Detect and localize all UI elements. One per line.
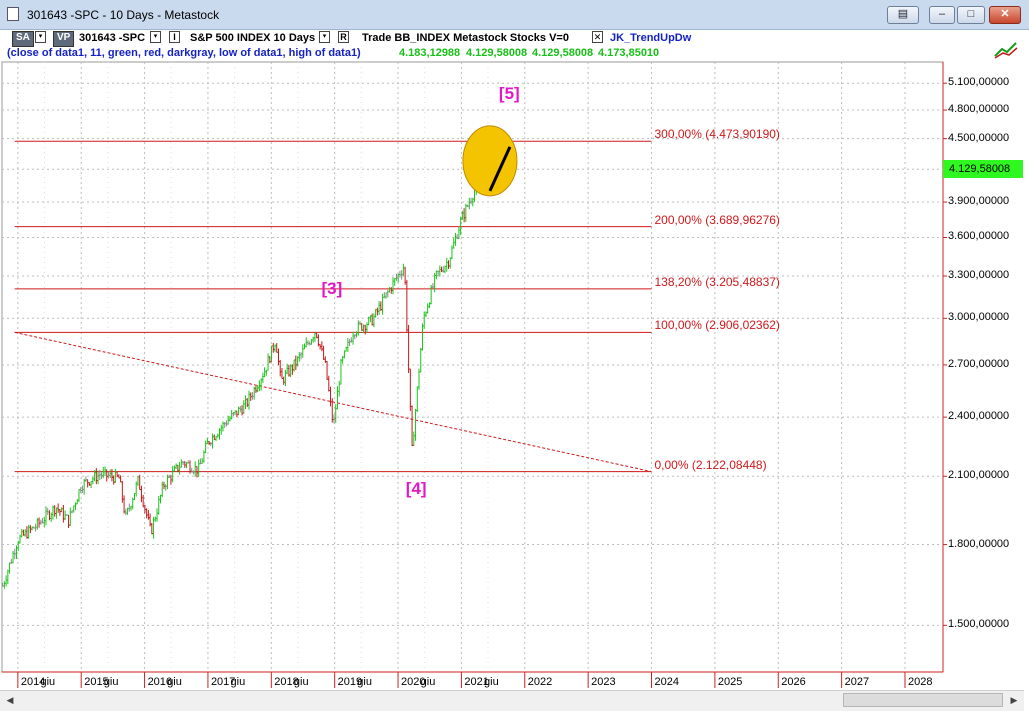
fib-level-label: 0,00% (2.122,08448) bbox=[654, 457, 767, 472]
trend-arrow bbox=[488, 146, 512, 192]
close-indicator-icon[interactable]: ✕ bbox=[592, 31, 603, 43]
app-icon bbox=[7, 7, 19, 21]
x-tick-label: 2020 bbox=[401, 676, 426, 688]
symbol-label: 301643 -SPC bbox=[79, 32, 146, 44]
x-tick-label: 2028 bbox=[907, 676, 933, 688]
x-tick-label: 2022 bbox=[527, 676, 553, 688]
r-button[interactable]: R bbox=[338, 31, 349, 43]
fib-level-label: 100,00% (2.906,02362) bbox=[654, 318, 780, 333]
x-tick-label: giu bbox=[293, 676, 309, 688]
scroll-right-icon[interactable]: ▶ bbox=[1010, 695, 1018, 705]
y-tick-label: 2.400,00000 bbox=[948, 410, 1010, 423]
scroll-left-icon[interactable]: ◀ bbox=[6, 695, 14, 705]
y-tick-label: 3.900,00000 bbox=[948, 195, 1010, 208]
y-tick-label: 3.600,00000 bbox=[948, 230, 1010, 243]
x-tick-label: 2019 bbox=[337, 676, 363, 688]
last-price-tag: 4.129,58008 bbox=[943, 160, 1023, 178]
sa-button[interactable]: SA bbox=[12, 31, 34, 47]
legend-value-1: 4.183,12988 bbox=[399, 47, 461, 59]
y-tick-label: 3.300,00000 bbox=[948, 269, 1010, 282]
y-tick-label: 2.100,00000 bbox=[948, 469, 1010, 482]
y-tick-label: 4.800,00000 bbox=[948, 103, 1010, 116]
legend-value-2: 4.129,58008 bbox=[466, 47, 528, 59]
legend-value-4: 4.173,85010 bbox=[598, 47, 660, 59]
x-tick-label: 2026 bbox=[781, 676, 806, 688]
interval-dropdown[interactable]: ▾ bbox=[319, 31, 330, 43]
trade-info-label: Trade BB_INDEX Metastock Stocks V=0 bbox=[362, 32, 569, 44]
trend-tool-icon[interactable] bbox=[993, 40, 1019, 60]
title-bar: 301643 -SPC - 10 Days - Metastock ▤ – □ … bbox=[0, 0, 1029, 30]
y-tick-label: 5.100,00000 bbox=[948, 76, 1010, 89]
symbol-dropdown[interactable]: ▾ bbox=[150, 31, 161, 43]
trendline bbox=[14, 331, 652, 473]
x-tick-label: 2016 bbox=[147, 676, 173, 688]
instrument-label: S&P 500 INDEX 10 Days bbox=[190, 32, 316, 44]
y-tick-label: 4.500,00000 bbox=[948, 131, 1010, 144]
horizontal-scrollbar[interactable]: ◀ ▶ bbox=[0, 690, 1024, 711]
legend-series-desc: (close of data1, 11, green, red, darkgra… bbox=[7, 47, 361, 59]
fib-level-label: 200,00% (3.689,96276) bbox=[654, 212, 780, 227]
close-button[interactable]: ✕ bbox=[989, 6, 1021, 24]
x-tick-label: 2014 bbox=[20, 676, 46, 688]
indicator-name: JK_TrendUpDw bbox=[610, 32, 692, 44]
y-tick-label: 2.700,00000 bbox=[948, 357, 1010, 370]
x-tick-label: giu bbox=[40, 676, 56, 688]
x-tick-label: 2027 bbox=[844, 676, 870, 688]
highlight-ellipse bbox=[462, 125, 518, 197]
legend-value-3: 4.129,58008 bbox=[532, 47, 594, 59]
x-tick-label: giu bbox=[230, 676, 246, 688]
fib-level-label: 138,20% (3.205,48837) bbox=[654, 274, 780, 289]
x-tick-label: 2024 bbox=[654, 676, 679, 688]
x-tick-label: giu bbox=[357, 676, 372, 688]
x-tick-label: giu bbox=[167, 676, 182, 688]
x-tick-label: 2025 bbox=[717, 676, 743, 688]
scrollbar-thumb[interactable] bbox=[843, 693, 1003, 707]
x-tick-label: 2021 bbox=[464, 676, 489, 688]
x-tick-label: giu bbox=[103, 676, 119, 688]
x-tick-label: 2015 bbox=[84, 676, 109, 688]
restore-down-button[interactable]: ▤ bbox=[887, 6, 919, 24]
vp-button[interactable]: VP bbox=[53, 31, 75, 47]
y-tick-label: 3.000,00000 bbox=[948, 311, 1010, 324]
window-title: 301643 -SPC - 10 Days - Metastock bbox=[27, 8, 220, 22]
minimize-button[interactable]: – bbox=[929, 6, 955, 24]
wave-label: [3] bbox=[321, 279, 343, 299]
x-tick-label: 2023 bbox=[591, 676, 616, 688]
wave-label: [5] bbox=[498, 84, 520, 104]
x-tick-label: giu bbox=[484, 676, 499, 688]
chart-toolbar: SA ▾ VP 301643 -SPC ▾ I S&P 500 INDEX 10… bbox=[0, 30, 1029, 47]
indicator-legend: (close of data1, 11, green, red, darkgra… bbox=[0, 46, 1029, 60]
sa-dropdown[interactable]: ▾ bbox=[35, 31, 46, 43]
maximize-button[interactable]: □ bbox=[957, 6, 985, 24]
x-tick-label: 2018 bbox=[274, 676, 299, 688]
x-tick-label: 2017 bbox=[210, 676, 236, 688]
i-button[interactable]: I bbox=[169, 31, 180, 43]
fib-level-label: 300,00% (4.473,90190) bbox=[654, 127, 780, 142]
y-tick-label: 1.800,00000 bbox=[948, 537, 1010, 550]
x-tick-label: giu bbox=[420, 676, 436, 688]
wave-label: [4] bbox=[405, 479, 427, 499]
y-tick-label: 1.500,00000 bbox=[948, 618, 1010, 631]
